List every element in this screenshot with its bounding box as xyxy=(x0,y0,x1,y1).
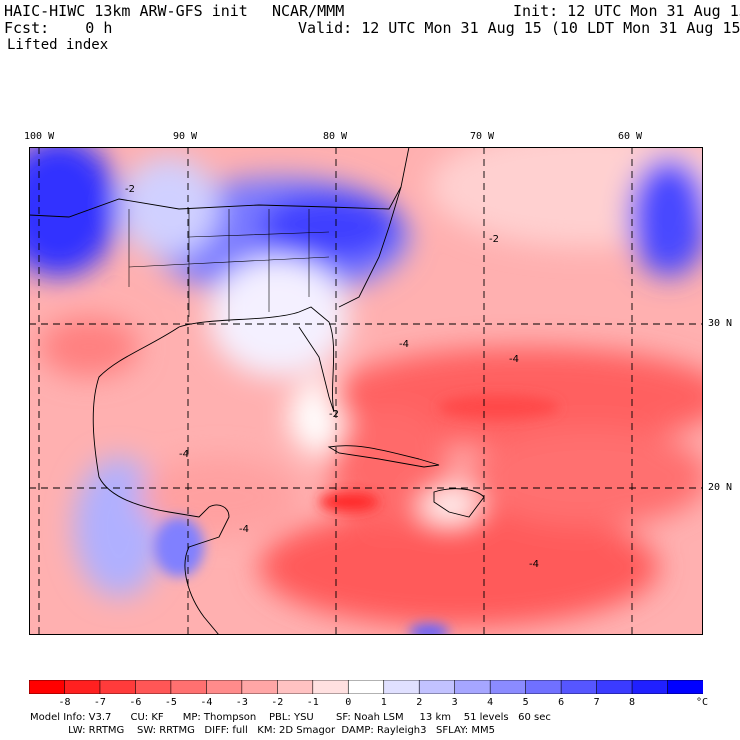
contour-label: -4 xyxy=(179,449,189,460)
field-name: Lifted index xyxy=(7,37,109,53)
lat-label-20n: 20 N xyxy=(708,482,733,493)
colorbar-swatch xyxy=(135,680,172,694)
colorbar-swatch xyxy=(206,680,243,694)
colorbar-swatch xyxy=(631,680,669,694)
colorbar-swatch xyxy=(241,680,279,694)
model-title: HAIC-HIWC 13km ARW-GFS init xyxy=(4,2,248,20)
org-label: NCAR/MMM xyxy=(272,2,345,20)
colorbar-swatch xyxy=(170,680,208,694)
contour-label: -4 xyxy=(399,339,409,350)
contour-label: -2 xyxy=(329,409,339,420)
map-frame xyxy=(29,147,703,635)
init-time: Init: 12 UTC Mon 31 Aug 15 xyxy=(513,2,740,20)
lon-label-60w: 60 W xyxy=(618,131,643,142)
model-info-line1: Model Info: V3.7 CU: KF MP: Thompson PBL… xyxy=(30,712,551,723)
contour-label: -4 xyxy=(239,524,249,535)
contour-label: -2 xyxy=(125,184,135,195)
colorbar-swatch xyxy=(312,680,350,694)
colorbar-unit: °C xyxy=(696,697,709,708)
colorbar-tick-label: -2 xyxy=(271,697,284,708)
lon-label-80w: 80 W xyxy=(323,131,348,142)
colorbar-tick-label: -3 xyxy=(235,697,248,708)
contour-label: -4 xyxy=(509,354,519,365)
model-info-line2: LW: RRTMG SW: RRTMG DIFF: full KM: 2D Sm… xyxy=(30,725,495,736)
lat-lon-grid xyxy=(29,147,703,635)
colorbar-swatch xyxy=(489,680,527,694)
valid-time: Valid: 12 UTC Mon 31 Aug 15 (10 LDT Mon … xyxy=(298,19,740,37)
colorbar-tick-label: -8 xyxy=(58,697,71,708)
lon-label-100w: 100 W xyxy=(24,131,55,142)
lon-label-90w: 90 W xyxy=(173,131,198,142)
colorbar-tick-label: 0 xyxy=(345,697,352,708)
colorbar-swatch xyxy=(277,680,314,694)
contour-labels: -2 -2 -4 -4 -4 -4 -4 -2 xyxy=(125,184,539,570)
colorbar-swatch xyxy=(29,680,66,694)
coastlines xyxy=(29,147,485,635)
contour-label: -2 xyxy=(489,234,499,245)
field-shading xyxy=(29,147,703,627)
colorbar-tick-label: -7 xyxy=(93,697,106,708)
lifted-index-map: -2 -2 -4 -4 -4 -4 -4 -2 xyxy=(29,147,703,635)
colorbar-tick-label: -5 xyxy=(164,697,177,708)
colorbar-swatch xyxy=(454,680,491,694)
colorbar-swatch xyxy=(667,680,703,694)
colorbar-tick-label: 2 xyxy=(416,697,423,708)
state-borders xyxy=(128,209,330,322)
colorbar-tick-label: 8 xyxy=(629,697,636,708)
colorbar-swatch xyxy=(64,680,101,694)
colorbar-swatch xyxy=(418,680,456,694)
colorbar xyxy=(29,680,703,694)
colorbar-tick-label: 5 xyxy=(522,697,529,708)
colorbar-tick-label: 4 xyxy=(487,697,494,708)
lon-label-70w: 70 W xyxy=(470,131,495,142)
colorbar-tick-label: -1 xyxy=(306,697,319,708)
contour-label: -4 xyxy=(529,559,539,570)
colorbar-tick-label: -6 xyxy=(129,697,142,708)
colorbar-tick-label: -4 xyxy=(200,697,213,708)
colorbar-swatch xyxy=(383,680,421,694)
colorbar-swatch xyxy=(525,680,562,694)
colorbar-tick-label: 7 xyxy=(593,697,600,708)
colorbar-swatch xyxy=(560,680,598,694)
field-detail xyxy=(154,395,559,635)
colorbar-swatch xyxy=(596,680,633,694)
colorbar-tick-label: 1 xyxy=(380,697,387,708)
colorbar-tick-label: 6 xyxy=(558,697,565,708)
colorbar-swatch xyxy=(347,680,385,694)
colorbar-swatch xyxy=(99,680,137,694)
lat-label-30n: 30 N xyxy=(708,318,733,329)
colorbar-tick-label: 3 xyxy=(451,697,458,708)
forecast-hour: Fcst: 0 h xyxy=(4,19,113,37)
